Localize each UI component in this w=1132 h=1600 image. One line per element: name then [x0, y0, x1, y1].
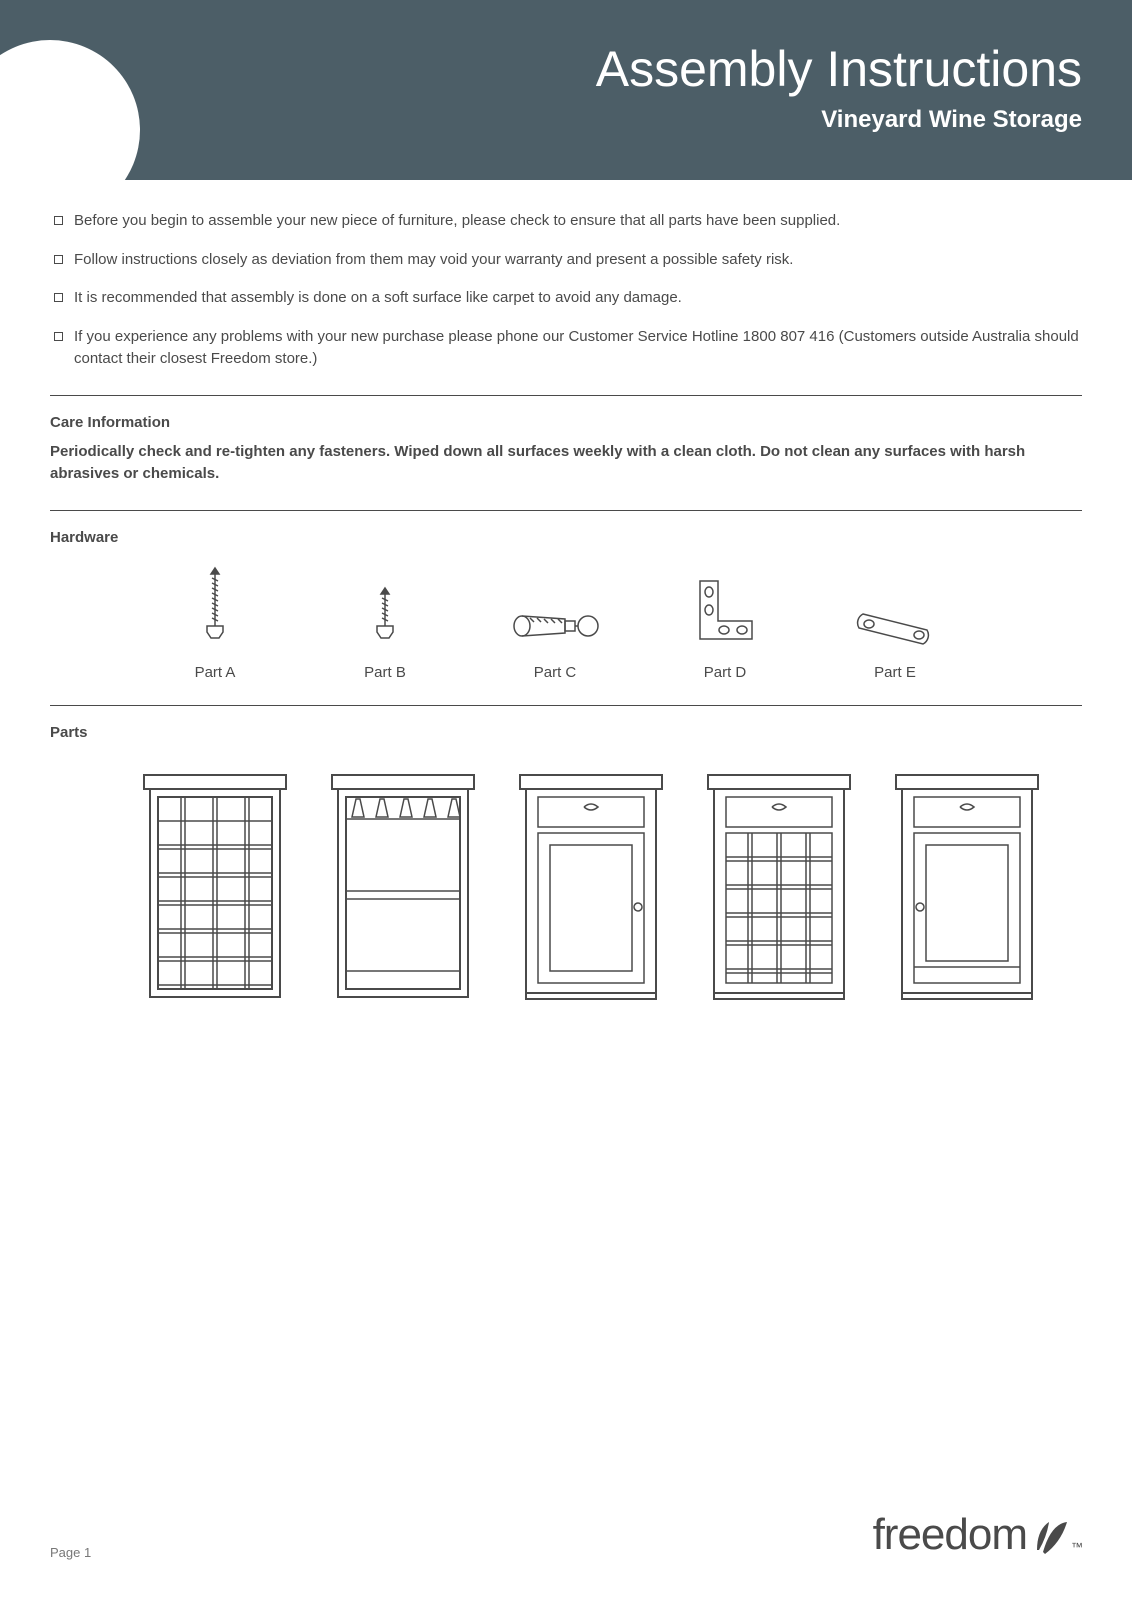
- care-heading: Care Information: [50, 414, 1082, 431]
- part-panel-door-cabinet: [516, 771, 666, 1001]
- notes-list: Before you begin to assemble your new pi…: [50, 210, 1082, 371]
- brand-text: freedom: [873, 1510, 1027, 1560]
- part-panel-door-drawer: [892, 771, 1042, 1001]
- hardware-item: Part B: [330, 566, 440, 681]
- flat-bracket-icon: [840, 566, 950, 646]
- note-item: If you experience any problems with your…: [50, 326, 1082, 371]
- hardware-label: Part C: [500, 664, 610, 681]
- hardware-label: Part E: [840, 664, 950, 681]
- hardware-item: Part D: [670, 566, 780, 681]
- note-item: It is recommended that assembly is done …: [50, 287, 1082, 310]
- doc-title: Assembly Instructions: [0, 40, 1082, 98]
- long-screw-icon: [160, 566, 270, 646]
- hardware-row: Part A Part B: [50, 566, 1082, 681]
- part-panel-wine-rack-drawer: [704, 771, 854, 1001]
- hardware-item: Part A: [160, 566, 270, 681]
- hardware-label: Part D: [670, 664, 780, 681]
- header-banner: Assembly Instructions Vineyard Wine Stor…: [0, 0, 1132, 180]
- divider: [50, 395, 1082, 396]
- l-bracket-icon: [670, 566, 780, 646]
- page-number: Page 1: [50, 1545, 91, 1560]
- brand-logo: freedom ™: [873, 1510, 1082, 1560]
- divider: [50, 705, 1082, 706]
- trademark-symbol: ™: [1071, 1540, 1082, 1554]
- hardware-label: Part A: [160, 664, 270, 681]
- note-item: Before you begin to assemble your new pi…: [50, 210, 1082, 233]
- parts-row: [50, 771, 1082, 1001]
- hardware-label: Part B: [330, 664, 440, 681]
- parts-heading: Parts: [50, 724, 1082, 741]
- doc-subtitle: Vineyard Wine Storage: [0, 106, 1082, 134]
- part-panel-wine-rack: [140, 771, 290, 1001]
- divider: [50, 510, 1082, 511]
- brand-leaf-icon: [1027, 1516, 1071, 1560]
- care-text: Periodically check and re-tighten any fa…: [50, 441, 1082, 486]
- note-item: Follow instructions closely as deviation…: [50, 249, 1082, 272]
- footer: Page 1 freedom ™: [50, 1510, 1082, 1560]
- content-area: Before you begin to assemble your new pi…: [0, 180, 1132, 1001]
- cam-bolt-icon: [500, 566, 610, 646]
- hardware-item: Part E: [840, 566, 950, 681]
- short-screw-icon: [330, 566, 440, 646]
- hardware-heading: Hardware: [50, 529, 1082, 546]
- hardware-item: Part C: [500, 566, 610, 681]
- part-panel-glass-rack: [328, 771, 478, 1001]
